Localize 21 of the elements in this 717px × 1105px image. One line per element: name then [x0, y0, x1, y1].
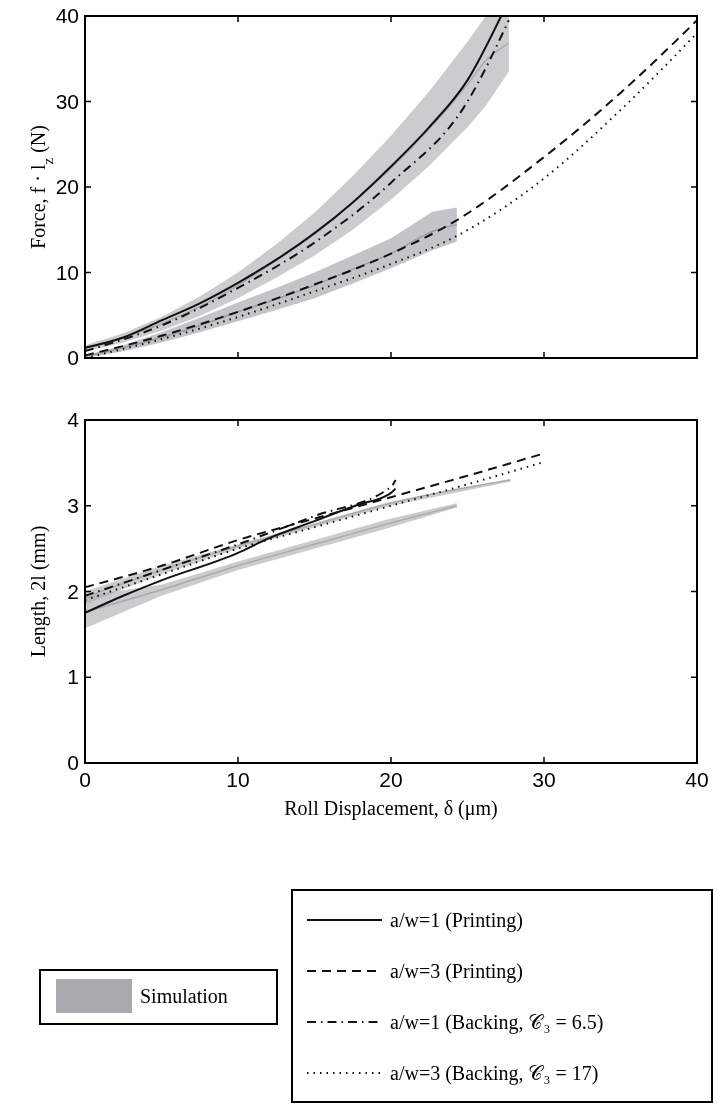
- x-axis-title: Roll Displacement, δ (μm): [284, 797, 498, 820]
- x-tick-label: 10: [226, 768, 250, 791]
- y-tick-label: 4: [67, 408, 80, 431]
- x-tick-label: 30: [532, 768, 556, 791]
- y-tick-label: 0: [67, 346, 79, 369]
- y-tick-label: 40: [55, 4, 79, 27]
- legend-label: a/w=3 (Printing): [390, 960, 523, 983]
- y-tick-label: 10: [55, 260, 79, 284]
- y-tick-label: 1: [67, 665, 79, 689]
- y-axis-title: Length, 2l (mm): [27, 525, 50, 658]
- legend-label: a/w=1 (Printing): [390, 909, 523, 932]
- legend-label: a/w=3 (Backing, 𝒞₃ = 17): [390, 1062, 599, 1085]
- y-tick-label: 0: [67, 751, 79, 774]
- x-tick-label: 40: [685, 768, 709, 791]
- y-tick-label: 3: [67, 493, 79, 517]
- y-tick-label: 20: [55, 175, 79, 198]
- y-tick-label: 2: [67, 579, 79, 603]
- legend-label: Simulation: [140, 985, 228, 1007]
- legend-label: a/w=1 (Backing, 𝒞₃ = 6.5): [390, 1011, 604, 1034]
- x-tick-label: 20: [379, 768, 403, 791]
- y-tick-label: 30: [55, 89, 79, 113]
